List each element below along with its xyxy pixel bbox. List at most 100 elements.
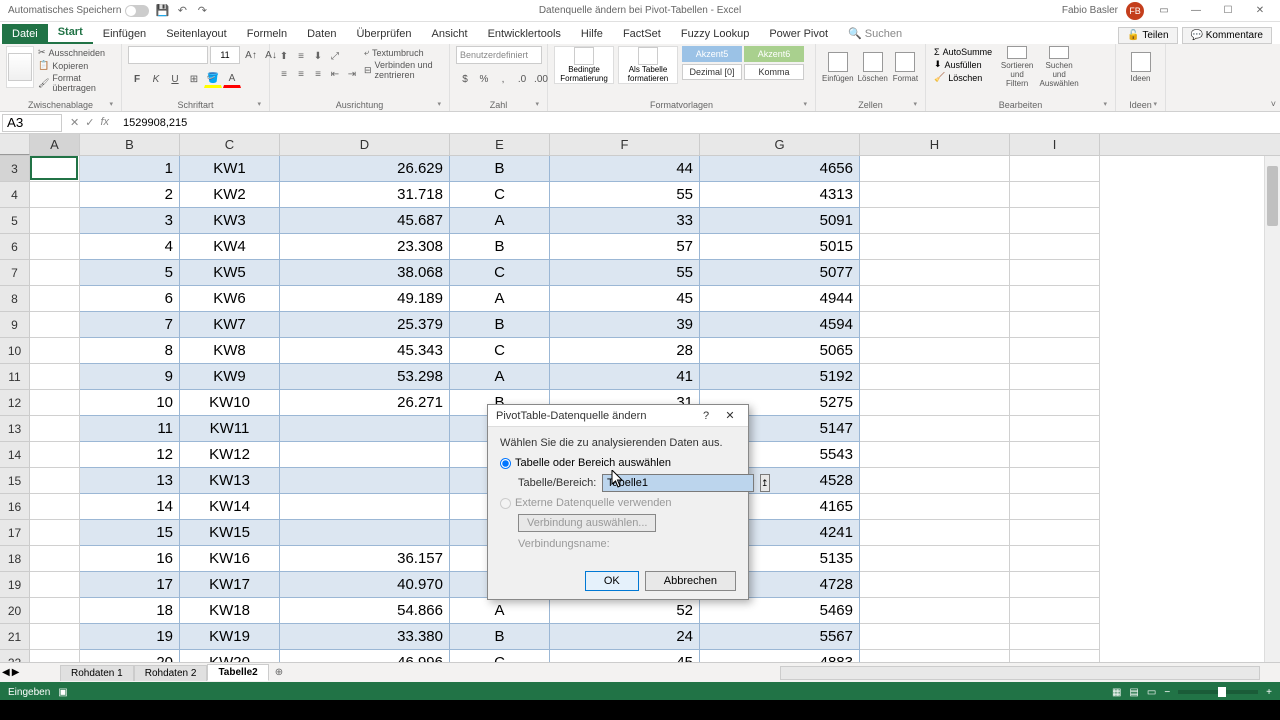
bold-button[interactable]: F [128, 70, 146, 88]
cell[interactable] [860, 182, 1010, 208]
underline-button[interactable]: U [166, 70, 184, 88]
enter-formula-icon[interactable]: ✓ [85, 116, 94, 129]
view-layout-icon[interactable]: ▤ [1129, 687, 1138, 698]
cell[interactable]: KW15 [180, 520, 280, 546]
cell[interactable]: 26.271 [280, 390, 450, 416]
format-as-table-button[interactable]: Als Tabelle formatieren [618, 46, 678, 84]
row-header-22[interactable]: 22 [0, 650, 30, 662]
cell[interactable]: 26.629 [280, 156, 450, 182]
ideas-button[interactable]: Ideen [1122, 46, 1159, 88]
cell[interactable] [30, 390, 80, 416]
cell[interactable]: 28 [550, 338, 700, 364]
cell[interactable] [30, 624, 80, 650]
cell[interactable] [30, 546, 80, 572]
cell[interactable] [1010, 156, 1100, 182]
col-header-C[interactable]: C [180, 134, 280, 155]
cell[interactable]: 4 [80, 234, 180, 260]
cell[interactable] [30, 208, 80, 234]
toggle-switch-icon[interactable] [125, 5, 149, 17]
font-color-button[interactable]: A [223, 70, 241, 88]
cell[interactable] [1010, 520, 1100, 546]
cell[interactable]: 5 [80, 260, 180, 286]
save-icon[interactable]: 💾 [155, 4, 169, 18]
cell[interactable] [1010, 546, 1100, 572]
row-header-7[interactable]: 7 [0, 260, 30, 286]
search-box[interactable]: 🔍 Suchen [838, 23, 912, 44]
currency-icon[interactable]: $ [456, 70, 474, 88]
format-cells-button[interactable]: Format [892, 46, 919, 88]
cell[interactable]: 46.996 [280, 650, 450, 662]
cell[interactable]: C [450, 650, 550, 662]
cell[interactable] [30, 260, 80, 286]
cell[interactable]: KW4 [180, 234, 280, 260]
cell[interactable]: 5015 [700, 234, 860, 260]
cell[interactable]: 5192 [700, 364, 860, 390]
cell[interactable]: 45.687 [280, 208, 450, 234]
cell[interactable]: 41 [550, 364, 700, 390]
col-header-B[interactable]: B [80, 134, 180, 155]
cell[interactable] [860, 598, 1010, 624]
cell[interactable]: 53.298 [280, 364, 450, 390]
col-header-E[interactable]: E [450, 134, 550, 155]
indent-decrease-icon[interactable]: ⇤ [327, 66, 343, 82]
cell[interactable] [860, 234, 1010, 260]
cell[interactable]: KW10 [180, 390, 280, 416]
cell[interactable]: 2 [80, 182, 180, 208]
cell[interactable]: C [450, 338, 550, 364]
tab-view[interactable]: Ansicht [421, 24, 477, 44]
cell[interactable] [30, 312, 80, 338]
align-middle-icon[interactable]: ≡ [293, 48, 309, 64]
cell[interactable]: 14 [80, 494, 180, 520]
cell[interactable]: 5091 [700, 208, 860, 234]
cell[interactable] [30, 494, 80, 520]
cell[interactable]: 17 [80, 572, 180, 598]
cell[interactable] [860, 624, 1010, 650]
cell[interactable]: 55 [550, 260, 700, 286]
cell[interactable]: 4656 [700, 156, 860, 182]
cell[interactable]: KW6 [180, 286, 280, 312]
cell[interactable] [30, 520, 80, 546]
cell[interactable] [280, 442, 450, 468]
cell[interactable]: B [450, 156, 550, 182]
cell[interactable] [860, 312, 1010, 338]
cell[interactable] [30, 338, 80, 364]
redo-icon[interactable]: ↷ [195, 4, 209, 18]
cell[interactable] [30, 650, 80, 662]
zoom-in-icon[interactable]: + [1266, 687, 1272, 698]
dialog-titlebar[interactable]: PivotTable-Datenquelle ändern ? ✕ [488, 405, 748, 427]
cell[interactable] [860, 338, 1010, 364]
cell[interactable] [860, 520, 1010, 546]
cell[interactable]: KW14 [180, 494, 280, 520]
tab-layout[interactable]: Seitenlayout [156, 24, 237, 44]
cell[interactable] [280, 468, 450, 494]
cell[interactable]: KW1 [180, 156, 280, 182]
cell[interactable] [860, 156, 1010, 182]
row-header-14[interactable]: 14 [0, 442, 30, 468]
cell[interactable]: KW7 [180, 312, 280, 338]
tab-fuzzy[interactable]: Fuzzy Lookup [671, 24, 759, 44]
row-header-19[interactable]: 19 [0, 572, 30, 598]
cell[interactable]: 25.379 [280, 312, 450, 338]
sheet-nav-next-icon[interactable]: ▶ [12, 667, 20, 678]
row-header-18[interactable]: 18 [0, 546, 30, 572]
cell[interactable] [30, 572, 80, 598]
view-normal-icon[interactable]: ▦ [1112, 687, 1121, 698]
cell[interactable]: KW12 [180, 442, 280, 468]
cell[interactable]: 13 [80, 468, 180, 494]
cut-button[interactable]: ✂ Ausschneiden [38, 46, 115, 59]
cell[interactable]: 36.157 [280, 546, 450, 572]
col-header-I[interactable]: I [1010, 134, 1100, 155]
row-header-12[interactable]: 12 [0, 390, 30, 416]
sheet-nav-prev-icon[interactable]: ◀ [2, 667, 10, 678]
cell[interactable] [860, 390, 1010, 416]
font-size-select[interactable] [210, 46, 240, 64]
cell[interactable]: 5065 [700, 338, 860, 364]
cell[interactable] [860, 494, 1010, 520]
row-header-5[interactable]: 5 [0, 208, 30, 234]
row-header-15[interactable]: 15 [0, 468, 30, 494]
sort-filter-button[interactable]: Sortieren und Filtern [998, 46, 1036, 88]
fx-icon[interactable]: fx [100, 116, 109, 129]
cell[interactable] [1010, 234, 1100, 260]
comma-icon[interactable]: , [494, 70, 512, 88]
maximize-icon[interactable]: ☐ [1216, 2, 1240, 20]
